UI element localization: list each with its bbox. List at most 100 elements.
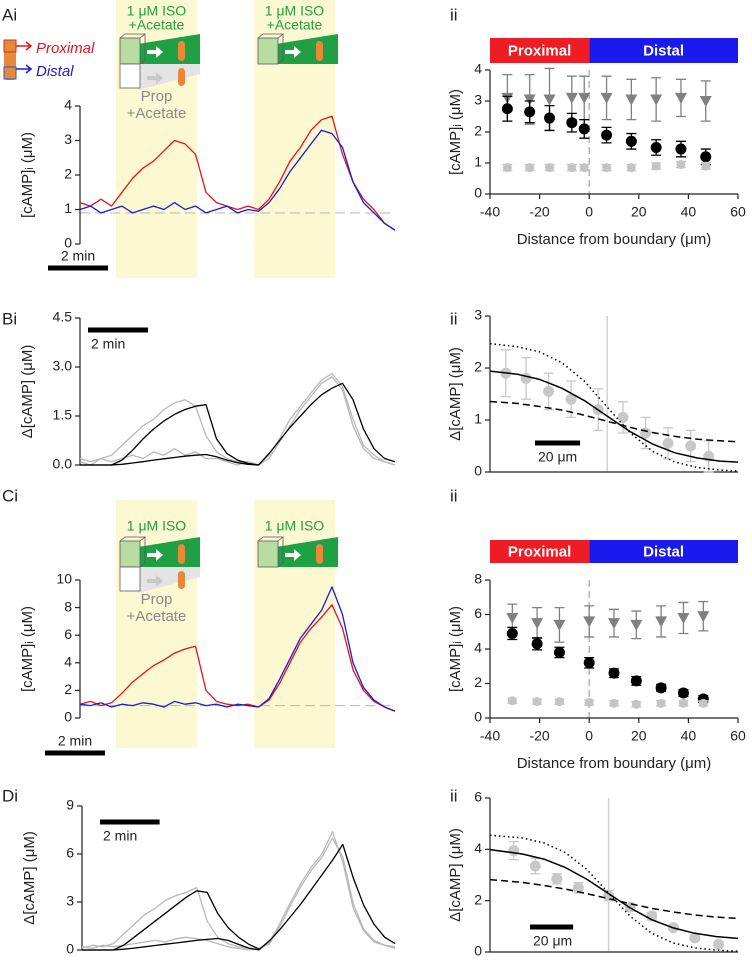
marker [502,163,512,173]
scale-bar-label: 20 μm [533,933,572,949]
legend-arrow [16,64,33,74]
y-tick-label: 3 [474,92,482,108]
marker [674,92,687,104]
marker [697,611,710,623]
y-tick-label: 4.5 [53,309,73,325]
cell-box-edge [257,536,285,568]
marker [572,882,584,894]
marker [506,612,519,624]
marker [524,106,536,118]
trace [489,834,739,952]
region-label: Proximal [508,42,571,59]
y-tick-label: 1 [64,200,72,216]
cell-box [257,540,279,568]
y-tick-label: 0 [66,941,74,957]
blocker-label: +Acetate [127,105,187,122]
marker [625,94,638,106]
marker [600,92,613,104]
y-tick-label: 8 [474,571,482,587]
marker [583,657,595,669]
trace [489,878,739,920]
stimulus-label: +Acetate [267,17,323,33]
x-axis-label: Distance from boundary (μm) [517,755,712,772]
marker [608,667,620,679]
y-tick-label: 4 [64,654,72,670]
x-tick-label: 60 [730,728,746,744]
stimulus-label: +Acetate [129,17,185,33]
marker [532,697,542,707]
trace [81,830,396,951]
y-tick-label: 2 [64,166,72,182]
flow-arrow [147,549,163,561]
marker [543,385,555,397]
y-tick-label: 1.5 [53,407,73,423]
y-tick-label: 1 [474,411,482,427]
marker [544,112,556,124]
cell-box [119,540,141,568]
scale-bar [45,750,105,756]
flow-arrow [285,46,301,58]
marker [651,161,661,171]
marker [601,129,613,141]
trace [79,586,396,712]
trace [79,129,396,231]
cell-rod [316,544,323,564]
y-tick-label: 1 [474,154,482,170]
stimulus-label: 1 μM ISO [265,518,325,534]
marker [617,411,629,423]
cell-box-edge [257,33,285,65]
y-axis-label: Δ[cAMP] (μM) [19,345,36,439]
marker [579,163,589,173]
scale-bar [100,819,160,825]
marker [553,646,565,658]
marker [543,94,556,106]
y-tick-label: 0 [474,463,482,479]
panel-label: Di [2,786,18,805]
marker [507,696,517,706]
marker [650,94,663,106]
x-tick-label: 40 [681,204,697,220]
scale-bar [535,440,581,446]
y-tick-label: 6 [474,605,482,621]
marker [565,393,577,405]
x-tick-label: 40 [681,728,697,744]
marker [525,163,535,173]
y-tick-label: 0 [64,235,72,251]
marker [675,143,687,155]
marker [508,845,520,857]
marker [529,860,541,872]
y-tick-label: 0 [474,943,482,959]
y-axis-label: [cAMP]ᵢ (μM) [19,132,36,218]
y-tick-label: 8 [64,598,72,614]
legend-icon-distal [3,66,17,80]
trace [82,937,260,951]
block-box [119,566,141,592]
y-tick-label: 6 [66,845,74,861]
panel-label: Bi [2,309,17,328]
y-axis-label: [cAMP]ᵢ (μM) [19,606,36,692]
scale-bar-label: 2 min [91,336,125,352]
trace [80,453,259,466]
y-axis-label: Δ[cAMP] (μM) [447,347,464,441]
panel-label: ii [450,5,458,24]
cell-box [119,37,141,65]
y-tick-label: 0 [64,709,72,725]
region-bar [490,38,590,63]
x-tick-label: 0 [585,204,593,220]
x-tick-label: -20 [529,204,549,220]
marker [583,616,596,628]
trace [79,115,396,231]
trace [79,372,396,466]
marker [676,160,686,170]
y-tick-label: 3 [64,131,72,147]
marker [506,627,518,639]
x-tick-label: 0 [585,728,593,744]
marker [699,96,712,107]
x-tick-label: -40 [480,728,500,744]
panel-label: ii [450,786,458,805]
scale-bar-label: 2 min [61,248,95,264]
marker [567,163,577,173]
y-tick-label: 3 [66,893,74,909]
y-axis-label: Δ[cAMP] (μM) [21,831,38,925]
marker [609,698,619,708]
